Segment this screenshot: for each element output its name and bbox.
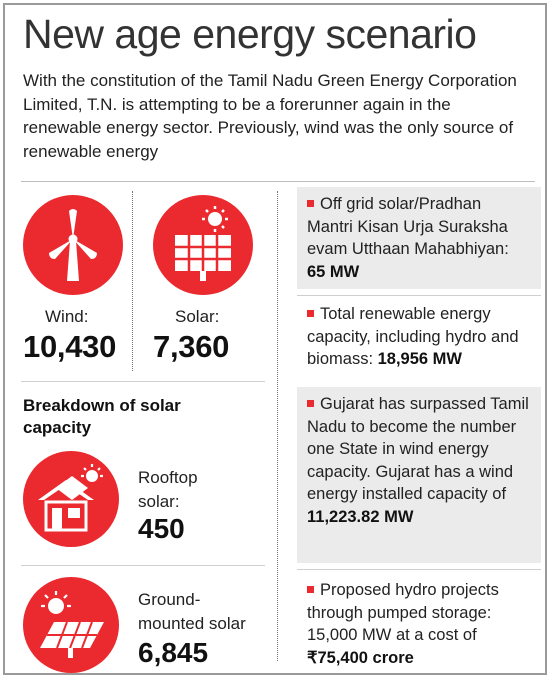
- stat-divider: [132, 191, 133, 371]
- bullet-icon: [307, 400, 314, 407]
- infographic-frame: New age energy scenario With the constit…: [3, 3, 547, 675]
- solar-value: 7,360: [153, 329, 230, 364]
- rooftop-value: 450: [138, 513, 185, 544]
- wind-label: Wind:: [45, 307, 89, 326]
- note-text: Proposed hydro projects through pumped s…: [307, 581, 499, 644]
- bullet-icon: [307, 310, 314, 317]
- note-value: 11,223.82 MW: [307, 507, 414, 526]
- top-divider: [21, 181, 535, 182]
- note-divider: [297, 569, 541, 570]
- breakdown-title: Breakdown of solar capacity: [23, 396, 181, 437]
- ground-value: 6,845: [138, 637, 209, 668]
- note-divider: [297, 295, 541, 296]
- note-value: ₹75,400 crore: [307, 648, 414, 667]
- note-value: 65 MW: [307, 262, 360, 281]
- breakdown-divider: [21, 565, 265, 566]
- column-divider: [277, 191, 278, 661]
- note-gujarat: Gujarat has surpassed Tamil Nadu to beco…: [297, 387, 541, 563]
- solar-panel-icon: [153, 195, 253, 295]
- intro-text: With the constitution of the Tamil Nadu …: [23, 71, 517, 161]
- bullet-icon: [307, 200, 314, 207]
- note-total-capacity: Total renewable energy capacity, includi…: [297, 297, 541, 377]
- ground-label-line2: mounted solar: [138, 614, 246, 633]
- note-hydro: Proposed hydro projects through pumped s…: [297, 573, 541, 673]
- stats-divider: [21, 381, 265, 382]
- note-value: 18,956 MW: [377, 350, 462, 368]
- ground-label-line1: Ground-: [138, 590, 201, 609]
- ground-solar-icon: [23, 577, 119, 673]
- solar-label: Solar:: [175, 307, 220, 326]
- wind-turbine-icon: [23, 195, 123, 295]
- note-text: Off grid solar/Pradhan Mantri Kisan Urja…: [307, 195, 509, 258]
- house-solar-icon: [23, 451, 119, 547]
- page-title: New age energy scenario: [23, 11, 477, 57]
- note-text: Gujarat has surpassed Tamil Nadu to beco…: [307, 395, 529, 503]
- note-offgrid: Off grid solar/Pradhan Mantri Kisan Urja…: [297, 187, 541, 289]
- rooftop-label-line1: Rooftop: [138, 468, 198, 487]
- bullet-icon: [307, 586, 314, 593]
- wind-value: 10,430: [23, 329, 117, 364]
- rooftop-label-line2: solar:: [138, 492, 180, 511]
- note-text: Total renewable energy capacity, includi…: [307, 305, 519, 368]
